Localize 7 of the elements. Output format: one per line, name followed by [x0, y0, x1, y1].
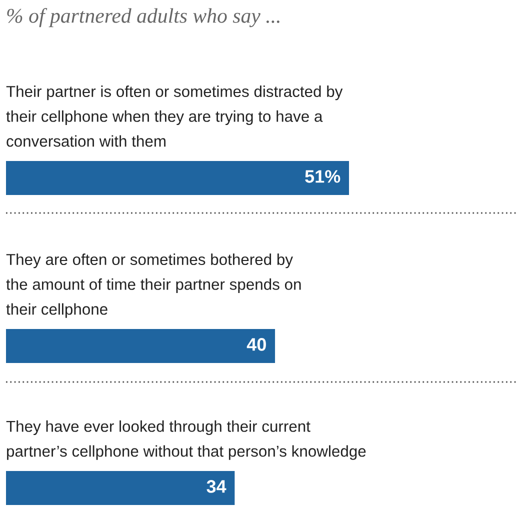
y-tick-label: They have ever looked through their current partner’s cellphone without that person’s knowledge: [6, 420, 366, 460]
data-label: 34: [206, 480, 226, 493]
y-tick-label: Their partner is often or sometimes distracted by their cellphone when they are trying to have a conversation with them: [6, 86, 343, 147]
y-tick-label: They are often or sometimes bothered by the amount of time their partner spends on their cellphone: [6, 254, 301, 318]
data-label: 51%: [305, 170, 340, 183]
data-label: 40: [246, 338, 266, 351]
chart-title: % of partnered adults who say ...: [7, 8, 280, 28]
